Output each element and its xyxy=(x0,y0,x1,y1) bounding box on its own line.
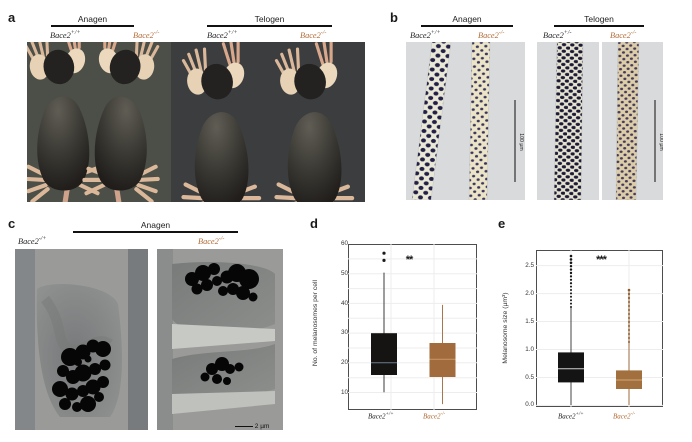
svg-text:100 µm: 100 µm xyxy=(518,133,524,150)
svg-text:***: *** xyxy=(596,254,608,266)
svg-text:100 µm: 100 µm xyxy=(658,133,663,150)
